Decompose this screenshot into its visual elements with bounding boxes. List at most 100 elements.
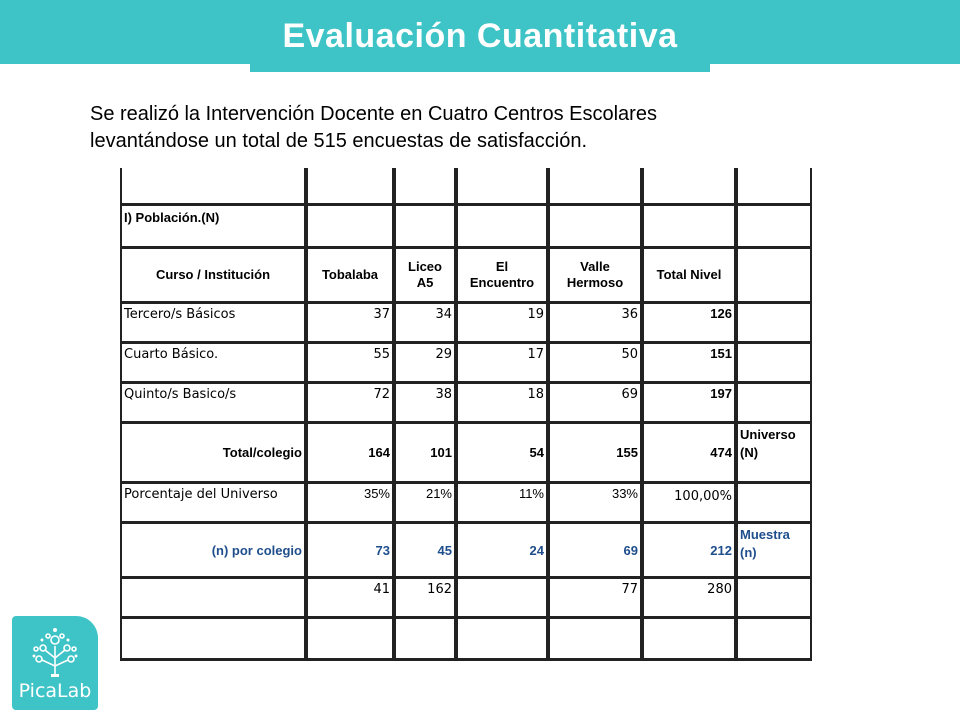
cell <box>306 168 394 206</box>
cell <box>736 206 812 249</box>
cell-value: 18 <box>456 384 548 424</box>
cell <box>394 206 456 249</box>
sample-label: (n) por colegio <box>120 524 306 579</box>
header-liceo: Liceo A5 <box>394 249 456 304</box>
extra-value <box>456 579 548 619</box>
logo-text: PicaLab <box>18 680 92 702</box>
cell <box>394 619 456 661</box>
cell-value: 50 <box>548 344 642 384</box>
population-table: I) Población.(N) Curso / Institución Tob… <box>120 168 812 661</box>
cell <box>736 249 812 304</box>
sample-total: 212 <box>642 524 736 579</box>
header-liceo-line2: A5 <box>416 275 434 290</box>
table-row-top <box>120 168 812 206</box>
cell-value: 34 <box>394 304 456 344</box>
tree-icon <box>32 628 78 677</box>
cell <box>456 168 548 206</box>
row-label: Tercero/s Básicos <box>120 304 306 344</box>
table-row-percentage: Porcentaje del Universo 35% 21% 11% 33% … <box>120 484 812 524</box>
header-valle: Valle Hermoso <box>548 249 642 304</box>
table-row-empty <box>120 619 812 661</box>
sample-value: 73 <box>306 524 394 579</box>
section-title: I) Población.(N) <box>120 206 306 249</box>
header-liceo-line1: Liceo <box>408 259 442 274</box>
total-value: 101 <box>394 424 456 484</box>
extra-value: 41 <box>306 579 394 619</box>
row-total: 197 <box>642 384 736 424</box>
cell <box>120 619 306 661</box>
cell <box>642 206 736 249</box>
pct-value: 11% <box>456 484 548 524</box>
muestra-sub: (n) <box>740 545 757 560</box>
cell-value: 19 <box>456 304 548 344</box>
cell <box>548 206 642 249</box>
intro-text: Se realizó la Intervención Docente en Cu… <box>90 101 810 155</box>
title-bar: Evaluación Cuantitativa <box>250 0 710 72</box>
cell-value: 29 <box>394 344 456 384</box>
grand-total: 474 <box>642 424 736 484</box>
cell <box>306 619 394 661</box>
total-label: Total/colegio <box>120 424 306 484</box>
muestra-label: Muestra (n) <box>736 524 812 579</box>
extra-value: 77 <box>548 579 642 619</box>
cell-value: 17 <box>456 344 548 384</box>
table-row: Tercero/s Básicos 37 34 19 36 126 <box>120 304 812 344</box>
table-row-section-title: I) Población.(N) <box>120 206 812 249</box>
cell-value: 38 <box>394 384 456 424</box>
sample-value: 24 <box>456 524 548 579</box>
total-value: 164 <box>306 424 394 484</box>
row-label: Quinto/s Basico/s <box>120 384 306 424</box>
header-tobalaba: Tobalaba <box>306 249 394 304</box>
cell <box>736 579 812 619</box>
pct-total: 100,00% <box>642 484 736 524</box>
page-title: Evaluación Cuantitativa <box>282 16 678 55</box>
header-valle-line1: Valle <box>580 259 610 274</box>
sample-value: 69 <box>548 524 642 579</box>
pct-label: Porcentaje del Universo <box>120 484 306 524</box>
cell <box>736 619 812 661</box>
table-header-row: Curso / Institución Tobalaba Liceo A5 El E… <box>120 249 812 304</box>
universo-label: Universo (N) <box>736 424 812 484</box>
header-curso: Curso / Institución <box>120 249 306 304</box>
pct-value: 35% <box>306 484 394 524</box>
cell <box>736 168 812 206</box>
total-value: 155 <box>548 424 642 484</box>
cell <box>306 206 394 249</box>
table-row-total: Total/colegio 164 101 54 155 474 Univers… <box>120 424 812 484</box>
cell-value: 72 <box>306 384 394 424</box>
header-encuentro-line1: El <box>495 259 509 274</box>
pct-value: 33% <box>548 484 642 524</box>
table-row: Cuarto Básico. 55 29 17 50 151 <box>120 344 812 384</box>
row-total: 151 <box>642 344 736 384</box>
universo-text: Universo <box>740 427 796 442</box>
cell <box>120 168 306 206</box>
cell <box>456 206 548 249</box>
total-value: 54 <box>456 424 548 484</box>
cell <box>642 619 736 661</box>
table-row: Quinto/s Basico/s 72 38 18 69 197 <box>120 384 812 424</box>
table-row-sample: (n) por colegio 73 45 24 69 212 Muestra (… <box>120 524 812 579</box>
sample-value: 45 <box>394 524 456 579</box>
cell-value: 37 <box>306 304 394 344</box>
cell <box>548 168 642 206</box>
cell <box>394 168 456 206</box>
muestra-text: Muestra <box>740 527 790 542</box>
intro-line-1: Se realizó la Intervención Docente en Cu… <box>90 103 657 125</box>
cell <box>548 619 642 661</box>
cell <box>736 304 812 344</box>
header-encuentro: El Encuentro <box>456 249 548 304</box>
cell <box>736 344 812 384</box>
row-label: Cuarto Básico. <box>120 344 306 384</box>
cell-value: 36 <box>548 304 642 344</box>
cell-value: 69 <box>548 384 642 424</box>
cell <box>736 484 812 524</box>
cell-value: 55 <box>306 344 394 384</box>
header-encuentro-line2: Encuentro <box>469 275 535 290</box>
header-valle-line2: Hermoso <box>566 275 624 290</box>
extra-value: 162 <box>394 579 456 619</box>
cell <box>120 579 306 619</box>
universo-sub: (N) <box>740 445 759 460</box>
table-row-extra: 41 162 77 280 <box>120 579 812 619</box>
header-total-nivel: Total Nivel <box>642 249 736 304</box>
extra-total: 280 <box>642 579 736 619</box>
